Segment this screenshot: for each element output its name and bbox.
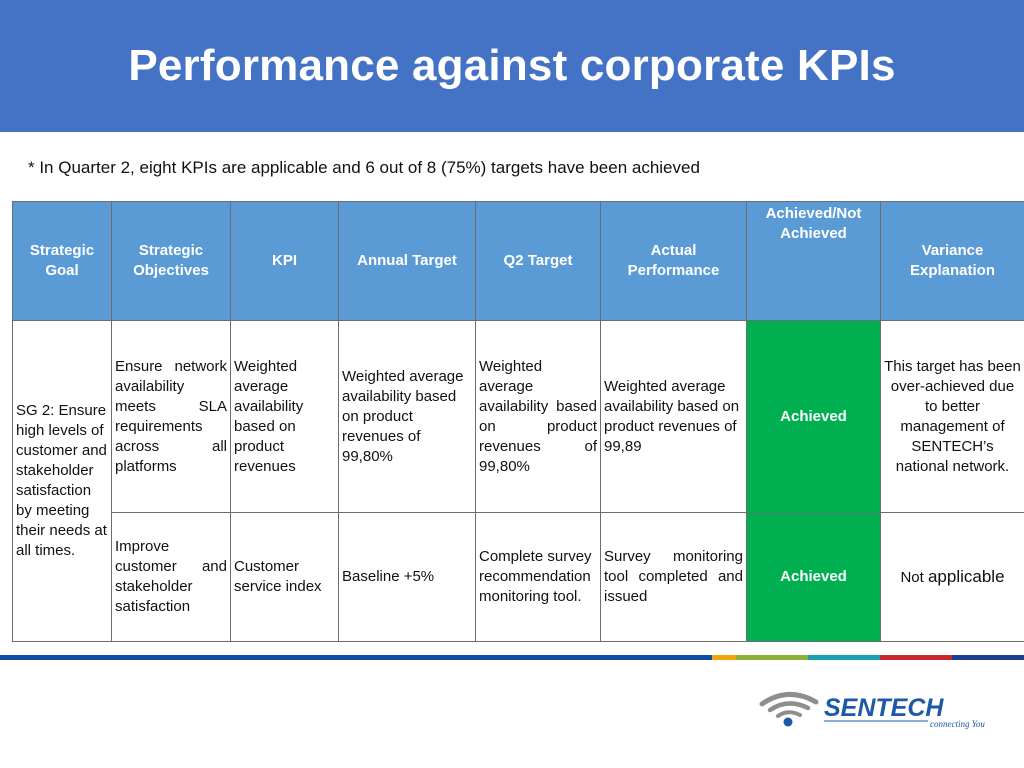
stripe-segment [808, 655, 880, 660]
objective-cell: Improve customer and stakeholder satisfa… [111, 512, 231, 642]
stripe-segment [712, 655, 736, 660]
table-row: Improve customer and stakeholder satisfa… [13, 512, 1024, 642]
wifi-signal-icon [759, 692, 819, 727]
status-badge: Achieved [746, 320, 881, 513]
actual-performance-cell: Weighted average availability based on p… [600, 320, 747, 513]
strategic-goal-cell: SG 2: Ensure high levels of customer and… [12, 320, 112, 642]
stripe-segment [0, 655, 712, 660]
variance-cell: Not applicable [880, 512, 1024, 642]
kpi-cell: Customer service index [230, 512, 339, 642]
kpi-cell: Weighted average availability based on p… [230, 320, 339, 513]
col-header-strategic-goal: Strategic Goal [12, 201, 112, 321]
col-header-variance: Variance Explanation [880, 201, 1024, 321]
objective-cell: Ensure network availability meets SLA re… [111, 320, 231, 513]
kpi-table: Strategic Goal Strategic Objectives KPI … [12, 201, 1024, 642]
variance-cell: This target has been over-achieved due t… [880, 320, 1024, 513]
title-banner: Performance against corporate KPIs [0, 0, 1024, 132]
col-header-actual-performance: Actual Performance [600, 201, 747, 321]
logo-tagline: connecting You [930, 719, 985, 729]
col-header-q2-target: Q2 Target [475, 201, 601, 321]
col-header-kpi: KPI [230, 201, 339, 321]
annual-target-cell: Baseline +5% [338, 512, 476, 642]
stripe-segment [952, 655, 1024, 660]
col-header-annual-target: Annual Target [338, 201, 476, 321]
col-header-achieved: Achieved/Not Achieved [746, 201, 881, 321]
col-header-strategic-objectives: Strategic Objectives [111, 201, 231, 321]
variance-prefix: Not [900, 568, 924, 586]
annual-target-cell: Weighted average availability based on p… [338, 320, 476, 513]
page-title: Performance against corporate KPIs [128, 41, 896, 90]
variance-main: applicable [927, 566, 1005, 586]
summary-note: * In Quarter 2, eight KPIs are applicabl… [28, 158, 700, 177]
status-badge: Achieved [746, 512, 881, 642]
stripe-segment [880, 655, 952, 660]
table-row: SG 2: Ensure high levels of customer and… [12, 320, 1024, 642]
q2-target-cell: Complete survey recommendation monitorin… [475, 512, 601, 642]
table-header-row: Strategic Goal Strategic Objectives KPI … [12, 201, 1024, 321]
q2-target-cell: Weighted average availability based on p… [475, 320, 601, 513]
actual-performance-cell: Survey monitoring tool completed and iss… [600, 512, 747, 642]
stripe-segment [736, 655, 808, 660]
sentech-logo: SENTECH connecting You [759, 692, 985, 729]
logo-wordmark: SENTECH [824, 694, 944, 722]
